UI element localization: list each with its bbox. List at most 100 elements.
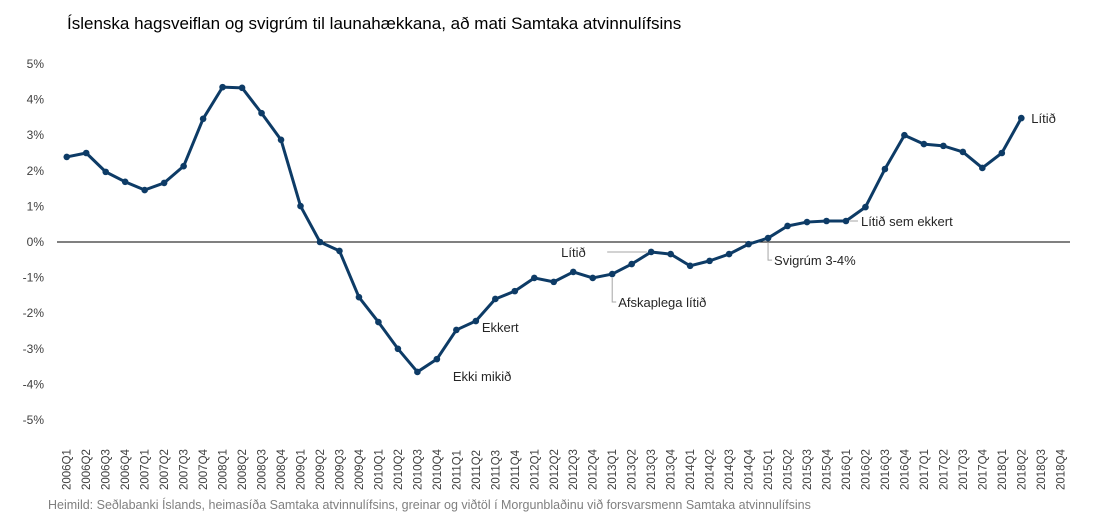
data-point [823, 217, 830, 225]
x-tick-label: 2017Q1 [919, 449, 931, 490]
x-tick-label: 2016Q1 [841, 449, 853, 490]
data-point [297, 202, 304, 210]
x-tick-label: 2016Q2 [860, 449, 872, 490]
x-tick-label: 2014Q1 [685, 449, 697, 490]
x-tick-label: 2014Q4 [744, 448, 756, 490]
data-point [394, 345, 402, 353]
x-tick-label: 2012Q4 [588, 448, 600, 490]
x-tick-label: 2011Q3 [490, 450, 502, 490]
x-tick-label: 2009Q1 [296, 449, 308, 490]
data-point [492, 295, 499, 303]
annotation-label: Lítið sem ekkert [861, 214, 953, 229]
y-tick-label: -1% [23, 271, 45, 285]
x-tick-label: 2008Q1 [218, 449, 230, 490]
data-point [238, 84, 246, 92]
data-point [160, 179, 168, 187]
x-tick-label: 2007Q1 [140, 449, 152, 490]
x-tick-label: 2008Q3 [257, 449, 269, 490]
x-tick-label: 2014Q3 [724, 449, 736, 490]
data-point [219, 83, 226, 91]
x-tick-label: 2014Q2 [705, 449, 717, 490]
y-tick-label: -2% [23, 306, 45, 320]
data-point [82, 149, 90, 157]
data-point [530, 274, 538, 282]
x-tick-label: 2006Q2 [81, 449, 93, 490]
x-tick-label: 2013Q1 [607, 449, 619, 490]
data-point [1017, 114, 1025, 122]
annotation-label: Afskaplega lítið [618, 295, 706, 310]
data-point [102, 168, 110, 176]
x-tick-label: 2010Q2 [393, 449, 405, 490]
data-point [647, 248, 655, 256]
x-tick-label: 2015Q2 [783, 449, 795, 490]
x-tick-label: 2015Q4 [821, 448, 833, 490]
data-point [550, 278, 558, 286]
x-tick-label: 2013Q4 [666, 448, 678, 490]
data-point [141, 186, 148, 194]
data-point [511, 287, 519, 295]
data-point [453, 326, 460, 334]
annotation-label: Lítið [561, 245, 586, 260]
data-point [862, 203, 869, 211]
data-point [725, 250, 733, 258]
x-tick-label: 2015Q3 [802, 449, 814, 490]
y-tick-label: -4% [23, 377, 45, 391]
leader-line [611, 278, 617, 303]
data-point [628, 260, 635, 268]
data-point [121, 178, 129, 186]
y-tick-label: 0% [27, 235, 45, 249]
data-point [63, 153, 71, 161]
x-tick-label: 2011Q4 [510, 449, 522, 490]
x-tick-label: 2011Q1 [451, 450, 463, 490]
data-point [375, 318, 382, 326]
data-point [686, 262, 694, 270]
x-tick-label: 2011Q2 [471, 450, 483, 490]
data-point [881, 165, 889, 173]
data-point [940, 142, 947, 150]
x-tick-label: 2007Q4 [198, 448, 210, 490]
x-tick-label: 2016Q4 [899, 448, 911, 490]
data-point [316, 238, 324, 246]
y-tick-label: 3% [27, 128, 45, 142]
x-tick-label: 2017Q4 [977, 448, 989, 490]
x-tick-label: 2012Q3 [568, 449, 580, 490]
source-note: Heimild: Seðlabanki Íslands, heimasíða S… [48, 498, 811, 512]
x-tick-label: 2006Q3 [101, 449, 113, 490]
x-tick-label: 2006Q4 [120, 448, 132, 490]
data-point [920, 140, 928, 148]
x-tick-label: 2010Q3 [412, 449, 424, 490]
y-tick-label: -3% [23, 342, 45, 356]
x-tick-label: 2007Q2 [159, 449, 171, 490]
x-tick-label: 2015Q1 [763, 449, 775, 490]
x-tick-label: 2008Q4 [276, 448, 288, 490]
data-point [745, 240, 752, 248]
x-tick-label: 2018Q4 [1055, 448, 1067, 490]
y-tick-label: 5% [27, 57, 45, 71]
annotation-label: Ekki mikið [453, 369, 512, 384]
data-point [706, 257, 713, 265]
x-tick-label: 2006Q1 [62, 449, 74, 490]
data-point [589, 274, 597, 282]
data-point [258, 109, 265, 117]
y-tick-label: 2% [27, 164, 45, 178]
data-point [959, 148, 967, 156]
x-tick-label: 2013Q2 [627, 449, 639, 490]
x-tick-label: 2018Q3 [1036, 449, 1048, 490]
data-point [784, 222, 791, 230]
y-tick-label: -5% [23, 413, 45, 427]
x-tick-label: 2009Q4 [354, 448, 366, 490]
data-point [608, 270, 616, 278]
x-tick-label: 2009Q2 [315, 449, 327, 490]
y-tick-label: 4% [27, 93, 45, 107]
x-tick-label: 2018Q2 [1016, 449, 1028, 490]
x-tick-label: 2017Q3 [958, 449, 970, 490]
x-tick-label: 2013Q3 [646, 449, 658, 490]
x-tick-label: 2018Q1 [997, 449, 1009, 490]
data-point [414, 368, 421, 376]
x-tick-label: 2012Q2 [549, 449, 561, 490]
leader-line [767, 242, 773, 261]
data-point [764, 234, 772, 242]
x-tick-label: 2012Q1 [529, 449, 541, 490]
annotation-label: Lítið [1031, 111, 1056, 126]
